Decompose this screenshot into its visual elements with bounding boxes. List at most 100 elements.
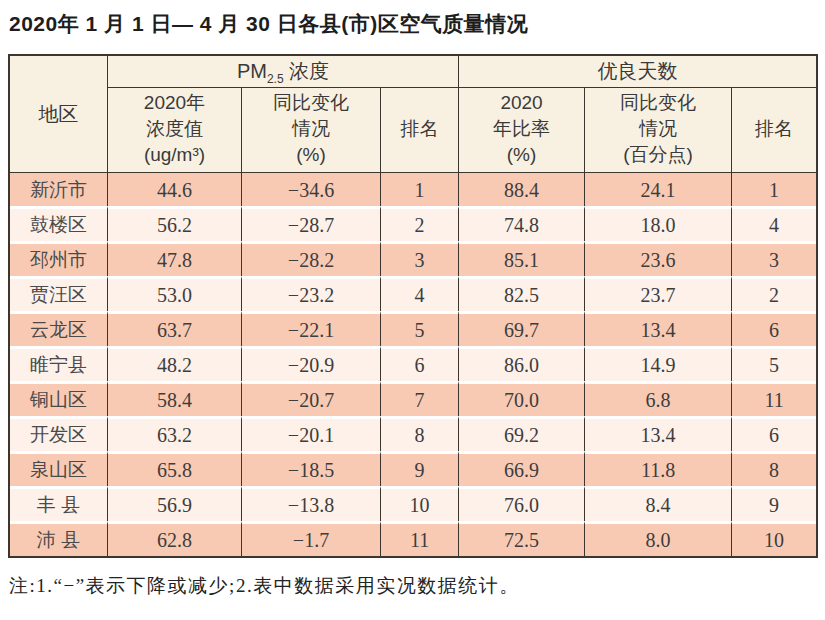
- header-group-row: 地区 PM2.5 浓度 优良天数: [10, 56, 816, 88]
- header-group-good-days: 优良天数: [459, 56, 816, 88]
- pm-change-cell: −22.1: [242, 311, 381, 346]
- pm-rank-cell: 3: [381, 241, 459, 276]
- region-cell: 铜山区: [10, 381, 108, 416]
- header-pm-value: 2020年 浓度值 (ug/m³): [108, 88, 242, 173]
- region-cell: 云龙区: [10, 311, 108, 346]
- good-change-cell: 13.4: [585, 416, 732, 451]
- good-rate-cell: 69.7: [459, 311, 585, 346]
- pm-rank-cell: 9: [381, 451, 459, 486]
- good-change-cell: 6.8: [585, 381, 732, 416]
- table-row: 云龙区63.7−22.1569.713.46: [10, 311, 816, 346]
- good-rate-cell: 69.2: [459, 416, 585, 451]
- pm-value-cell: 47.8: [108, 241, 242, 276]
- good-rank-cell: 1: [732, 173, 816, 206]
- pm-change-cell: −13.8: [242, 486, 381, 521]
- pm-change-cell: −20.1: [242, 416, 381, 451]
- good-rank-cell: 5: [732, 346, 816, 381]
- pm-value-cell: 56.2: [108, 206, 242, 241]
- pm-value-cell: 53.0: [108, 276, 242, 311]
- table-row: 贾汪区53.0−23.2482.523.72: [10, 276, 816, 311]
- good-change-cell: 11.8: [585, 451, 732, 486]
- pm25-label-suffix: 浓度: [284, 60, 330, 82]
- region-cell: 贾汪区: [10, 276, 108, 311]
- good-change-cell: 18.0: [585, 206, 732, 241]
- pm-value-cell: 58.4: [108, 381, 242, 416]
- region-cell: 鼓楼区: [10, 206, 108, 241]
- good-rate-cell: 72.5: [459, 521, 585, 556]
- pm-change-cell: −28.2: [242, 241, 381, 276]
- pm-rank-cell: 6: [381, 346, 459, 381]
- good-rank-cell: 8: [732, 451, 816, 486]
- table-row: 铜山区58.4−20.7770.06.811: [10, 381, 816, 416]
- pm-change-cell: −20.7: [242, 381, 381, 416]
- good-rate-cell: 70.0: [459, 381, 585, 416]
- header-pm-change: 同比变化 情况 (%): [242, 88, 381, 173]
- pm-rank-cell: 11: [381, 521, 459, 556]
- pm25-label-prefix: PM: [237, 60, 267, 82]
- good-rate-cell: 82.5: [459, 276, 585, 311]
- good-change-cell: 8.4: [585, 486, 732, 521]
- region-cell: 新沂市: [10, 173, 108, 206]
- page-title: 2020年 1 月 1 日— 4 月 30 日各县(市)区空气质量情况: [9, 10, 818, 38]
- good-change-cell: 24.1: [585, 173, 732, 206]
- pm-value-cell: 56.9: [108, 486, 242, 521]
- table-row: 沛 县62.8−1.71172.58.010: [10, 521, 816, 556]
- good-rate-cell: 66.9: [459, 451, 585, 486]
- good-rate-cell: 86.0: [459, 346, 585, 381]
- good-rank-cell: 9: [732, 486, 816, 521]
- pm-value-cell: 65.8: [108, 451, 242, 486]
- good-rank-cell: 11: [732, 381, 816, 416]
- good-change-cell: 14.9: [585, 346, 732, 381]
- good-change-cell: 23.7: [585, 276, 732, 311]
- good-rank-cell: 10: [732, 521, 816, 556]
- region-cell: 开发区: [10, 416, 108, 451]
- pm-rank-cell: 1: [381, 173, 459, 206]
- good-change-cell: 13.4: [585, 311, 732, 346]
- region-cell: 沛 县: [10, 521, 108, 556]
- good-rank-cell: 3: [732, 241, 816, 276]
- table-row: 泉山区65.8−18.5966.911.88: [10, 451, 816, 486]
- pm-change-cell: −23.2: [242, 276, 381, 311]
- good-rank-cell: 6: [732, 416, 816, 451]
- header-good-change: 同比变化 情况 (百分点): [585, 88, 732, 173]
- pm-change-cell: −34.6: [242, 173, 381, 206]
- table-row: 丰 县56.9−13.81076.08.49: [10, 486, 816, 521]
- pm-value-cell: 62.8: [108, 521, 242, 556]
- pm-rank-cell: 4: [381, 276, 459, 311]
- pm-rank-cell: 2: [381, 206, 459, 241]
- header-group-pm25: PM2.5 浓度: [108, 56, 459, 88]
- table-row: 鼓楼区56.2−28.7274.818.04: [10, 206, 816, 241]
- pm-change-cell: −20.9: [242, 346, 381, 381]
- table-row: 新沂市44.6−34.6188.424.11: [10, 173, 816, 206]
- good-rate-cell: 74.8: [459, 206, 585, 241]
- header-good-rank: 排名: [732, 88, 816, 173]
- table-row: 邳州市47.8−28.2385.123.63: [10, 241, 816, 276]
- pm25-label-subscript: 2.5: [267, 72, 284, 86]
- pm-value-cell: 48.2: [108, 346, 242, 381]
- good-rank-cell: 4: [732, 206, 816, 241]
- region-cell: 丰 县: [10, 486, 108, 521]
- table-body: 新沂市44.6−34.6188.424.11鼓楼区56.2−28.7274.81…: [10, 173, 816, 556]
- header-sub-row: 2020年 浓度值 (ug/m³) 同比变化 情况 (%) 排名 2020 年比…: [10, 88, 816, 173]
- pm-value-cell: 63.7: [108, 311, 242, 346]
- pm-rank-cell: 5: [381, 311, 459, 346]
- footnote: 注:1.“−”表示下降或减少;2.表中数据采用实况数据统计。: [9, 573, 818, 599]
- pm-change-cell: −28.7: [242, 206, 381, 241]
- good-rate-cell: 85.1: [459, 241, 585, 276]
- header-pm-rank: 排名: [381, 88, 459, 173]
- air-quality-table: 地区 PM2.5 浓度 优良天数 2020年 浓度值 (ug/m³) 同比变化 …: [8, 54, 818, 558]
- pm-rank-cell: 7: [381, 381, 459, 416]
- region-cell: 睢宁县: [10, 346, 108, 381]
- good-change-cell: 8.0: [585, 521, 732, 556]
- header-good-rate: 2020 年比率 (%): [459, 88, 585, 173]
- table-row: 睢宁县48.2−20.9686.014.95: [10, 346, 816, 381]
- good-rate-cell: 76.0: [459, 486, 585, 521]
- table-header: 地区 PM2.5 浓度 优良天数 2020年 浓度值 (ug/m³) 同比变化 …: [10, 56, 816, 173]
- pm-change-cell: −18.5: [242, 451, 381, 486]
- good-rank-cell: 6: [732, 311, 816, 346]
- pm-rank-cell: 10: [381, 486, 459, 521]
- page: 2020年 1 月 1 日— 4 月 30 日各县(市)区空气质量情况 地区 P…: [0, 0, 825, 599]
- pm-value-cell: 44.6: [108, 173, 242, 206]
- pm-value-cell: 63.2: [108, 416, 242, 451]
- header-region: 地区: [10, 56, 108, 173]
